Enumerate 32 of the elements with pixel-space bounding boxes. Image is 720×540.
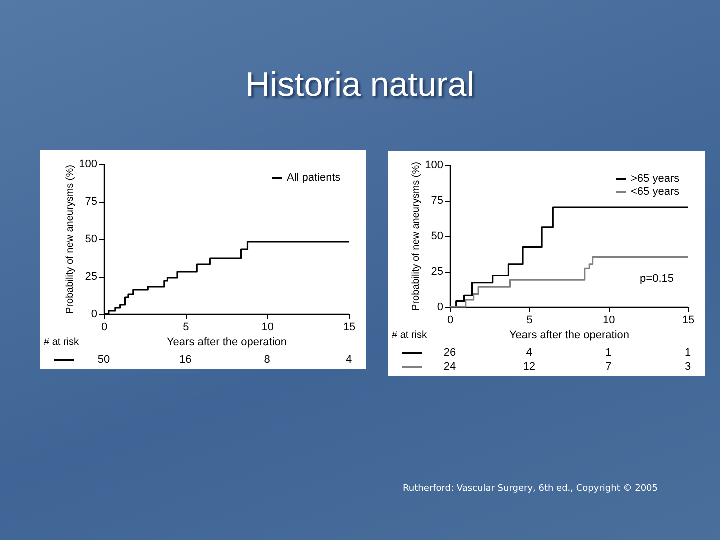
- x-axis-title: Years after the operation: [509, 330, 630, 342]
- legend-label: <65 years: [631, 186, 680, 198]
- x-tick-label: 10: [262, 322, 274, 334]
- x-tick-label: 0: [101, 322, 108, 334]
- y-tick-label: 100: [425, 160, 444, 172]
- text: 26 4 1 1: [444, 347, 692, 359]
- legend-label: All patients: [287, 172, 342, 184]
- text: 24 12 7 3: [444, 361, 692, 373]
- y-tick-label: 25: [431, 266, 444, 278]
- y-tick-label: 75: [85, 196, 98, 208]
- x-axis-title: Years after the operation: [166, 336, 288, 348]
- legend-label: >65 years: [631, 173, 680, 185]
- y-axis-title: Probability of new aneurysms (%): [411, 162, 422, 311]
- x-tick-label: 0: [447, 314, 454, 326]
- y-tick-label: 50: [85, 234, 98, 246]
- chart-title: Historia natural: [244, 66, 476, 105]
- annotation: p=0.15: [640, 273, 674, 285]
- y-tick-label: 100: [79, 158, 98, 170]
- x-tick-label: 5: [526, 314, 533, 326]
- x-tick-label: 15: [343, 322, 356, 334]
- text: # at risk: [392, 330, 428, 341]
- x-tick-label: 5: [183, 322, 190, 334]
- x-tick-label: 10: [603, 314, 616, 326]
- text: 50 16 8 4: [98, 354, 352, 366]
- text: # at risk: [44, 337, 80, 348]
- y-tick-label: 25: [85, 271, 98, 283]
- y-axis-title: Probability of new aneurysms (%): [65, 165, 76, 314]
- x-tick-label: 15: [682, 314, 695, 326]
- y-tick-label: 75: [431, 195, 444, 207]
- text: Rutherford: Vascular Surgery, 6th ed., Copyright © 2005: [403, 484, 658, 494]
- y-tick-label: 50: [431, 230, 444, 242]
- y-tick-label: 0: [437, 302, 444, 314]
